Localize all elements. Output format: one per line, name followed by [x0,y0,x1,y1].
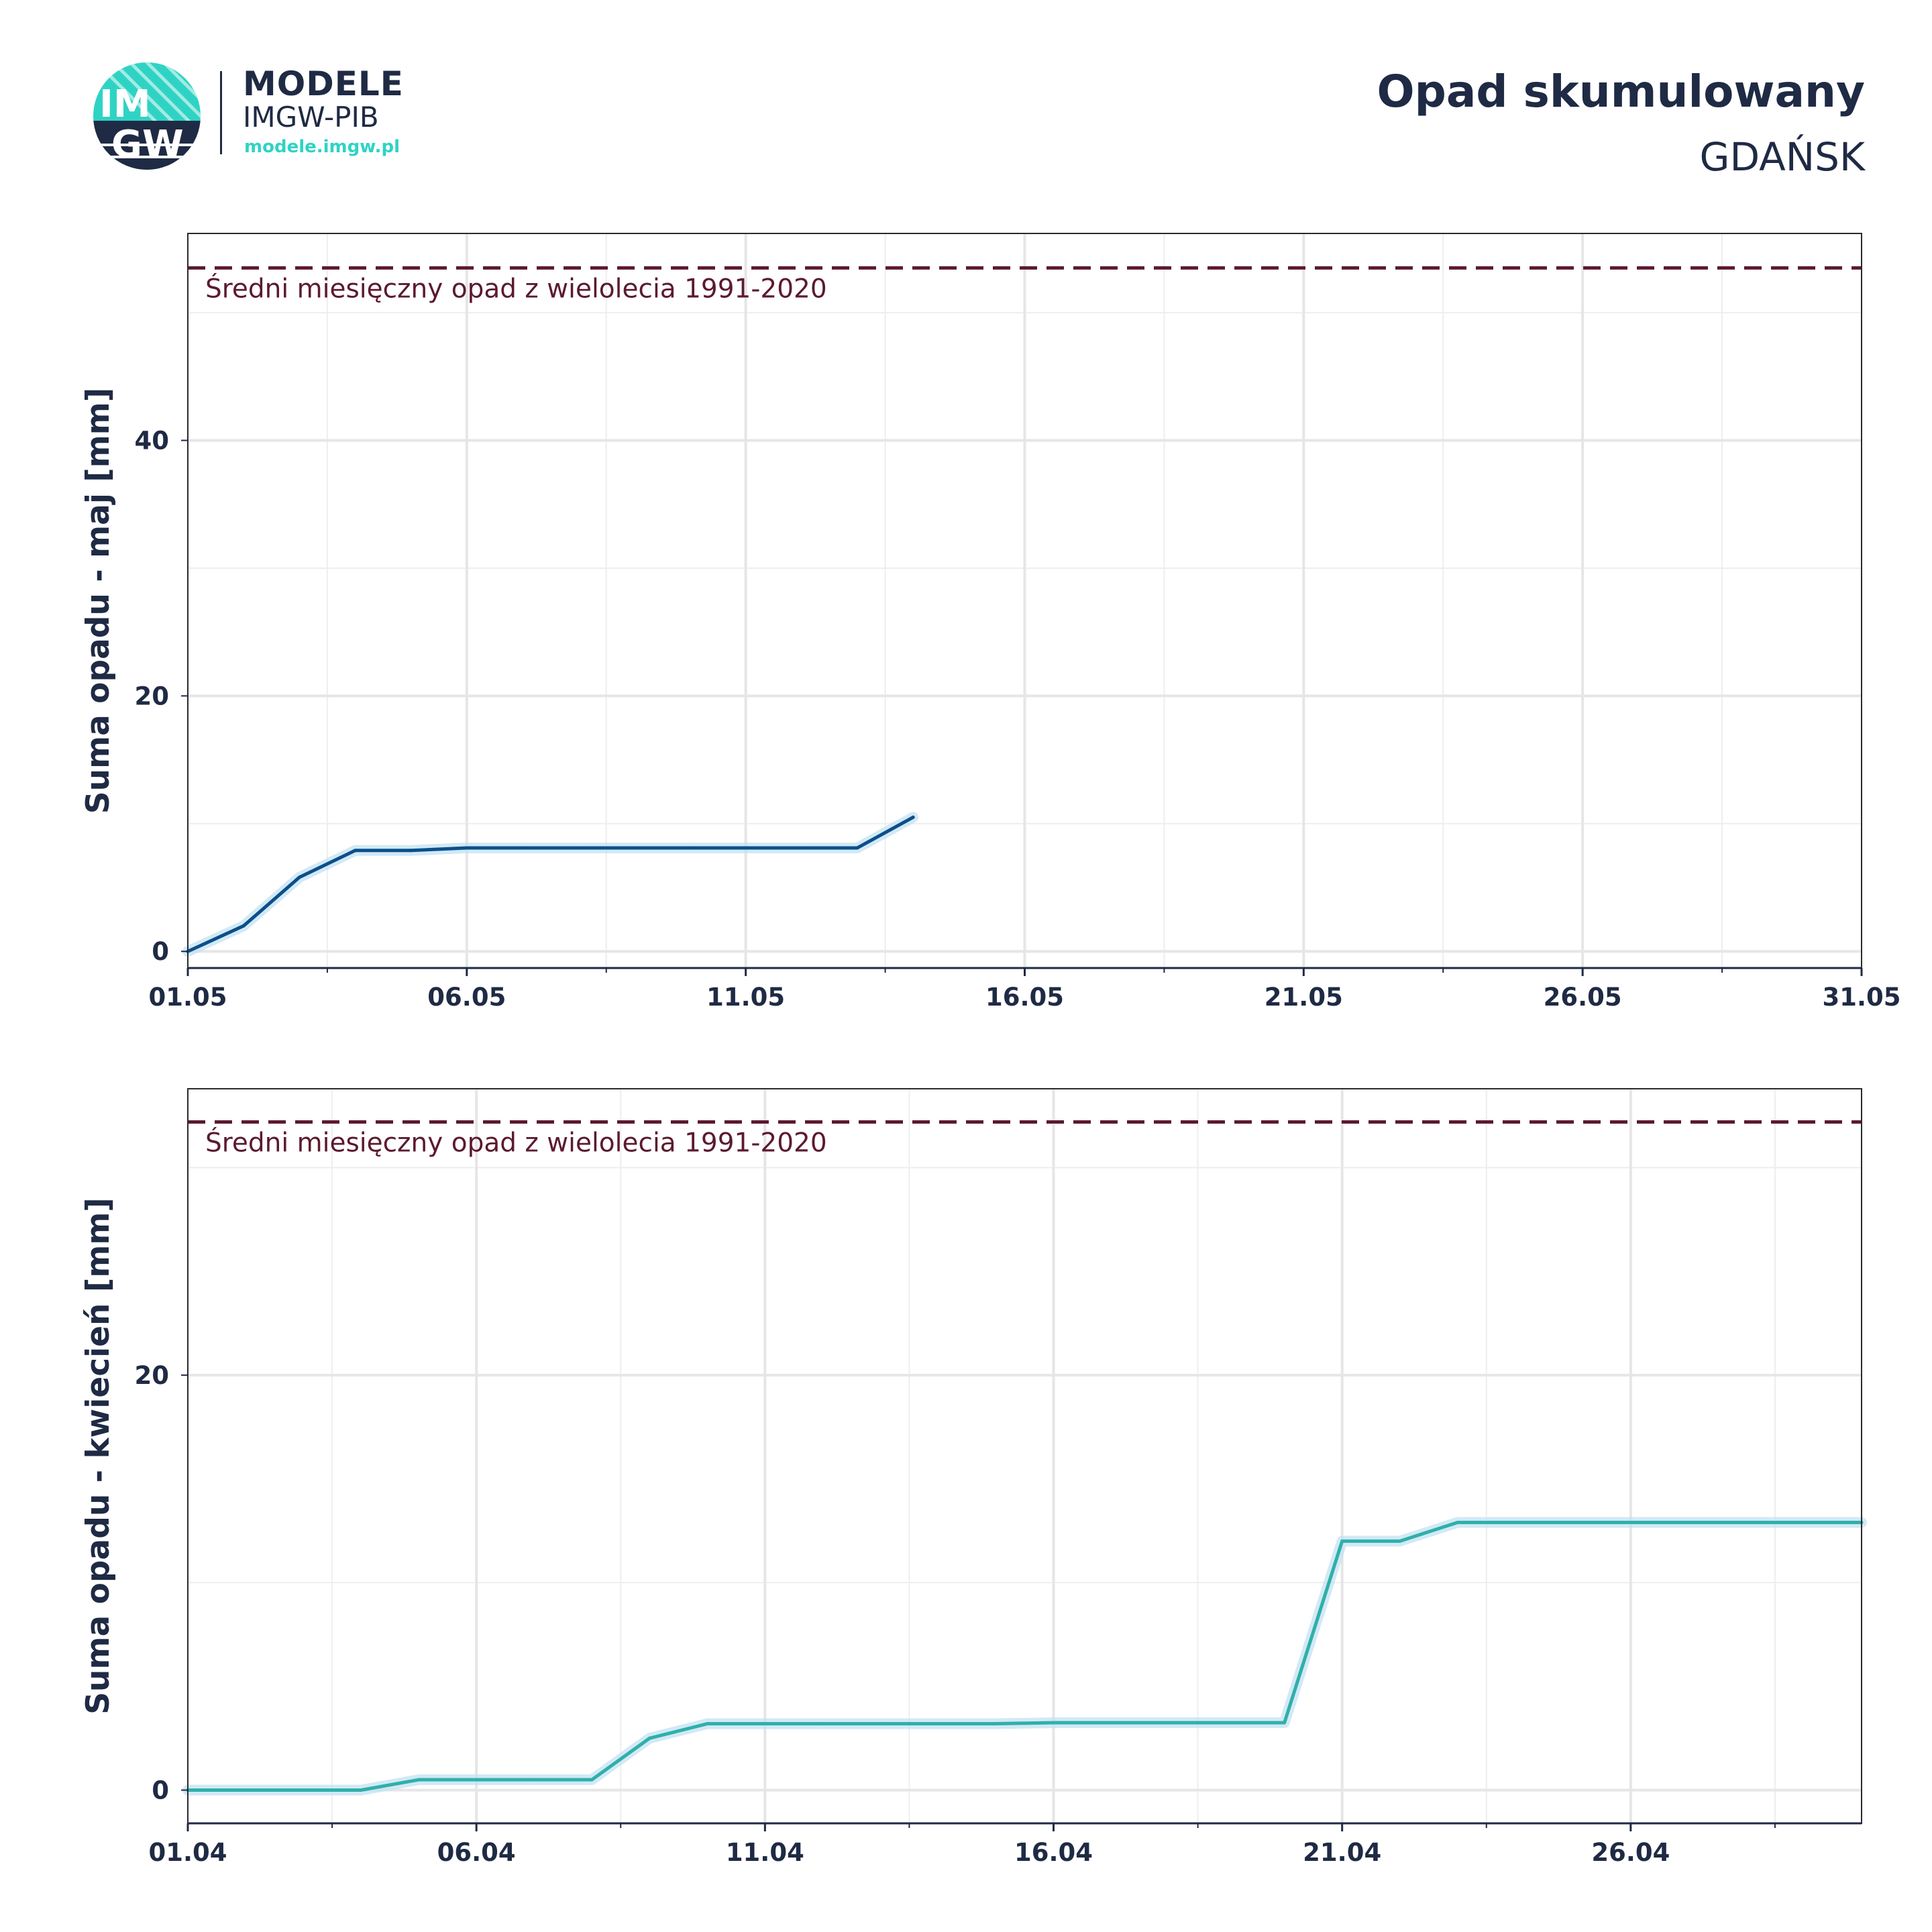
data-point [465,846,469,850]
y-tick-label: 40 [135,427,170,455]
brand-divider [220,71,222,154]
plot-frame [187,1088,1862,1824]
x-tick-label: 21.04 [1303,1838,1381,1867]
reference-label: Średni miesięczny opad z wielolecia 1991… [205,272,827,304]
brand-title: MODELE [243,64,404,103]
x-tick-label: 26.04 [1591,1838,1670,1867]
chart-april: Średni miesięczny opad z wielolecia 1991… [80,1088,1867,1867]
data-point [936,1722,940,1726]
data-point [1802,1520,1806,1524]
logo-text-top: IM [99,83,151,126]
data-point [744,846,748,850]
data-point [1686,1520,1690,1524]
data-point [241,924,246,928]
data-point [409,849,413,853]
x-tick-label: 16.05 [985,983,1064,1012]
brand-url-link[interactable]: modele.imgw.pl [244,137,400,157]
data-point [1744,1520,1748,1524]
y-axis-label: Suma opadu - kwiecień [mm] [80,1197,117,1715]
data-point [474,1778,478,1782]
series-line [186,815,915,953]
data-point [521,846,525,850]
data-point [1052,1721,1056,1725]
data-point [688,846,692,850]
data-point [1340,1539,1344,1543]
page-title: Opad skumulowany [1377,66,1865,117]
data-point [994,1722,998,1726]
y-tick-label: 0 [152,937,169,966]
x-tick-label: 16.04 [1014,1838,1093,1867]
header: IM GW MODELE IMGW-PIB modele.imgw.pl Opa… [0,0,1932,201]
data-point [590,1778,594,1782]
y-axis-label: Suma opadu - maj [mm] [80,388,117,814]
x-tick-label: 11.04 [726,1838,804,1867]
data-point [576,846,580,850]
x-tick-label: 11.05 [706,983,785,1012]
data-point [1571,1520,1575,1524]
chart-may: Średni miesięczny opad z wielolecia 1991… [80,233,1901,1012]
series-band [182,1517,1867,1796]
data-point [354,849,357,853]
x-tick-label: 01.05 [148,983,227,1012]
data-point [911,815,915,819]
data-point [1456,1520,1460,1524]
series-line [186,1520,1864,1792]
data-point [244,1788,248,1792]
data-point [855,846,859,850]
data-point [1629,1520,1633,1524]
data-point [800,846,804,850]
logo-text-bottom: GW [111,123,184,166]
data-point [1225,1721,1229,1725]
x-tick-label: 06.04 [437,1838,516,1867]
data-point [763,1722,767,1726]
data-point [647,1736,651,1740]
data-point [1513,1520,1517,1524]
data-point [297,875,301,879]
x-tick-label: 31.05 [1822,983,1900,1012]
x-tick-label: 26.05 [1544,983,1622,1012]
data-point [359,1788,363,1792]
y-tick-label: 20 [135,682,170,710]
brand-subtitle: IMGW-PIB [243,101,379,133]
data-point [878,1722,882,1726]
data-point [1398,1539,1402,1543]
y-tick-label: 0 [152,1776,169,1805]
imgw-logo-icon: IM GW [93,62,201,170]
x-tick-label: 06.05 [427,983,506,1012]
data-point [820,1722,824,1726]
station-name: GDAŃSK [1699,134,1866,180]
data-point [417,1778,421,1782]
data-point [301,1788,305,1792]
reference-label: Średni miesięczny opad z wielolecia 1991… [205,1126,827,1158]
x-tick-label: 21.05 [1265,983,1343,1012]
data-point [1110,1721,1114,1725]
data-point [532,1778,536,1782]
y-tick-label: 20 [135,1361,170,1390]
data-point [705,1722,709,1726]
data-point [1167,1721,1171,1725]
data-point [632,846,636,850]
data-point [1283,1721,1287,1725]
x-tick-label: 01.04 [148,1838,227,1867]
series-band [182,812,919,957]
